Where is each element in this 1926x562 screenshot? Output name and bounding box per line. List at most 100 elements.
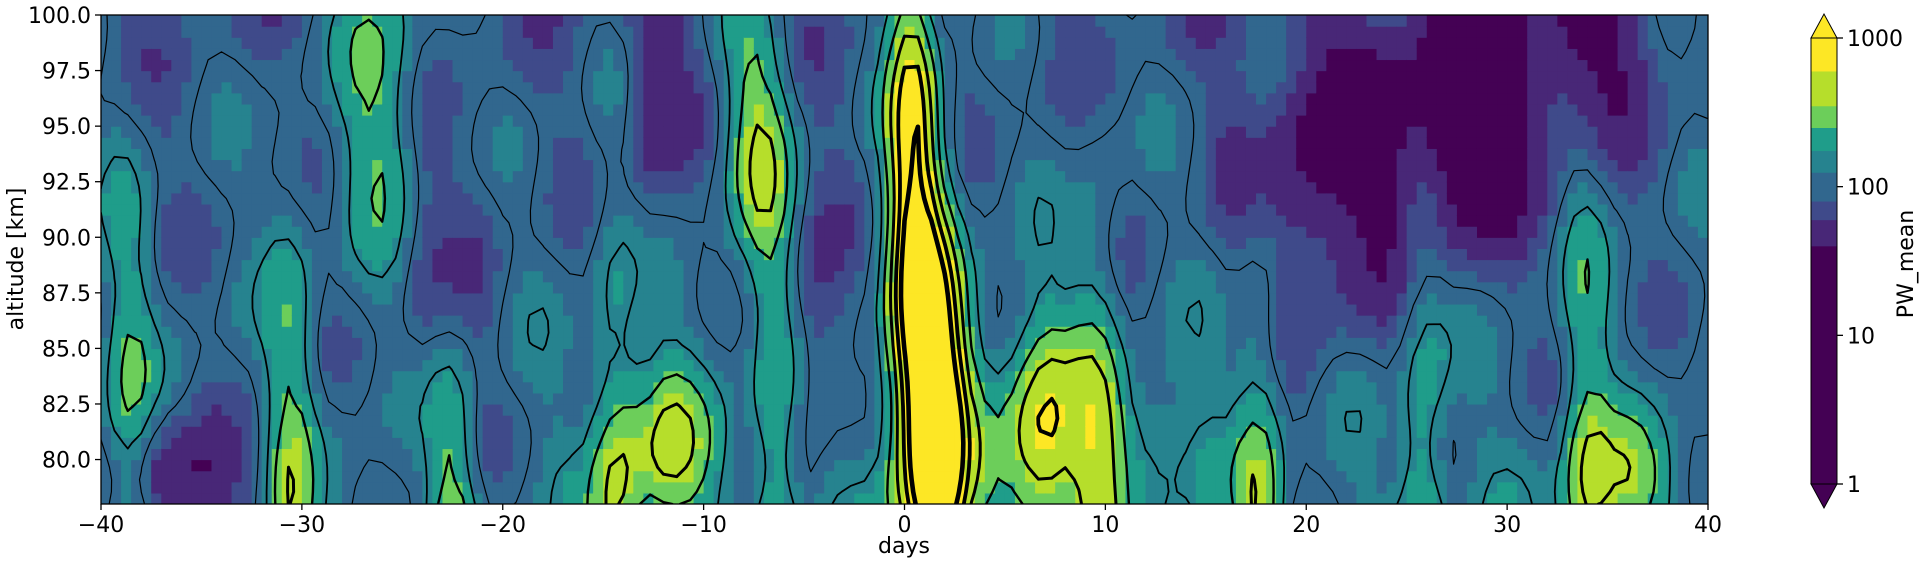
heatmap-cell xyxy=(1165,203,1177,216)
heatmap-cell xyxy=(271,437,283,450)
heatmap-cell xyxy=(753,481,765,494)
heatmap-cell xyxy=(101,48,112,61)
heatmap-cell xyxy=(663,203,675,216)
heatmap-cell xyxy=(372,248,383,261)
heatmap-cell xyxy=(1175,426,1187,438)
heatmap-cell xyxy=(121,159,132,172)
heatmap-cell xyxy=(693,403,705,416)
heatmap-cell xyxy=(151,192,162,205)
heatmap-cell xyxy=(1215,215,1227,227)
heatmap-cell xyxy=(633,59,644,72)
heatmap-cell xyxy=(261,81,273,94)
heatmap-cell xyxy=(111,392,122,405)
heatmap-cell xyxy=(583,248,594,261)
heatmap-cell xyxy=(452,103,464,116)
heatmap-cell xyxy=(221,259,233,272)
heatmap-cell xyxy=(653,170,665,183)
heatmap-cell xyxy=(462,70,474,83)
heatmap-cell xyxy=(633,448,644,461)
heatmap-cell xyxy=(251,192,263,205)
heatmap-cell xyxy=(1225,192,1237,205)
heatmap-cell xyxy=(984,459,996,472)
heatmap-cell xyxy=(1155,437,1167,450)
heatmap-cell xyxy=(201,337,213,350)
heatmap-cell xyxy=(974,159,986,172)
heatmap-cell xyxy=(201,481,213,494)
heatmap-cell xyxy=(392,181,403,194)
heatmap-cell xyxy=(131,215,142,227)
heatmap-cell xyxy=(552,481,564,494)
heatmap-cell xyxy=(452,359,464,372)
heatmap-cell xyxy=(814,48,825,61)
heatmap-cell xyxy=(301,459,313,472)
heatmap-cell xyxy=(814,303,825,316)
heatmap-cell xyxy=(1014,181,1026,194)
heatmap-cell xyxy=(522,437,534,450)
heatmap-cell xyxy=(1125,70,1137,83)
heatmap-cell xyxy=(301,348,313,361)
heatmap-cell xyxy=(352,103,363,116)
heatmap-cell xyxy=(994,326,1006,338)
heatmap-cell xyxy=(151,37,162,49)
heatmap-cell xyxy=(532,170,544,183)
heatmap-cell xyxy=(1025,292,1036,305)
heatmap-cell xyxy=(502,303,514,316)
heatmap-cell xyxy=(994,115,1006,127)
heatmap-cell xyxy=(573,37,584,49)
heatmap-cell xyxy=(161,215,172,227)
heatmap-cell xyxy=(552,259,564,272)
heatmap-cell xyxy=(733,159,745,172)
heatmap-cell xyxy=(623,359,634,372)
heatmap-cell xyxy=(693,15,705,27)
heatmap-cell xyxy=(1195,115,1207,127)
heatmap-cell xyxy=(1235,270,1247,283)
heatmap-cell xyxy=(332,37,343,49)
heatmap-cell xyxy=(552,281,564,294)
heatmap-cell xyxy=(743,459,755,472)
heatmap-cell xyxy=(111,170,122,183)
heatmap-cell xyxy=(573,448,584,461)
heatmap-cell xyxy=(1215,237,1227,249)
heatmap-cell xyxy=(1165,192,1177,205)
heatmap-cell xyxy=(1165,70,1177,83)
heatmap-cell xyxy=(1165,148,1177,161)
heatmap-cell xyxy=(974,226,986,238)
heatmap-cell xyxy=(512,481,524,494)
heatmap-cell xyxy=(492,103,504,116)
heatmap-cell xyxy=(1215,415,1227,427)
heatmap-cell xyxy=(281,270,293,283)
heatmap-cell xyxy=(623,470,634,483)
heatmap-cell xyxy=(683,492,695,504)
heatmap-cell xyxy=(532,248,544,261)
heatmap-cell xyxy=(623,481,634,494)
heatmap-cell xyxy=(422,459,434,472)
heatmap-cell xyxy=(643,303,654,316)
heatmap-cell xyxy=(683,381,695,394)
heatmap-cell xyxy=(804,292,815,305)
heatmap-cell xyxy=(984,137,996,149)
heatmap-cell xyxy=(1045,170,1056,183)
heatmap-cell xyxy=(563,137,574,149)
heatmap-cell xyxy=(291,26,303,38)
heatmap-cell xyxy=(542,248,554,261)
heatmap-cell xyxy=(653,392,665,405)
heatmap-cell xyxy=(552,248,564,261)
heatmap-cell xyxy=(643,415,654,427)
heatmap-cell xyxy=(101,481,112,494)
heatmap-cell xyxy=(1045,226,1056,238)
heatmap-cell xyxy=(1115,70,1127,83)
heatmap-cell xyxy=(101,203,112,216)
heatmap-cell xyxy=(1225,115,1237,127)
heatmap-cell xyxy=(643,381,654,394)
heatmap-cell xyxy=(713,481,725,494)
heatmap-cell xyxy=(753,170,765,183)
heatmap-cell xyxy=(1035,170,1046,183)
heatmap-cell xyxy=(1185,259,1197,272)
heatmap-cell xyxy=(492,37,504,49)
heatmap-cell xyxy=(352,415,363,427)
heatmap-cell xyxy=(412,215,423,227)
heatmap-cell xyxy=(1235,415,1247,427)
heatmap-cell xyxy=(773,248,785,261)
heatmap-cell xyxy=(171,270,182,283)
heatmap-cell xyxy=(221,137,233,149)
